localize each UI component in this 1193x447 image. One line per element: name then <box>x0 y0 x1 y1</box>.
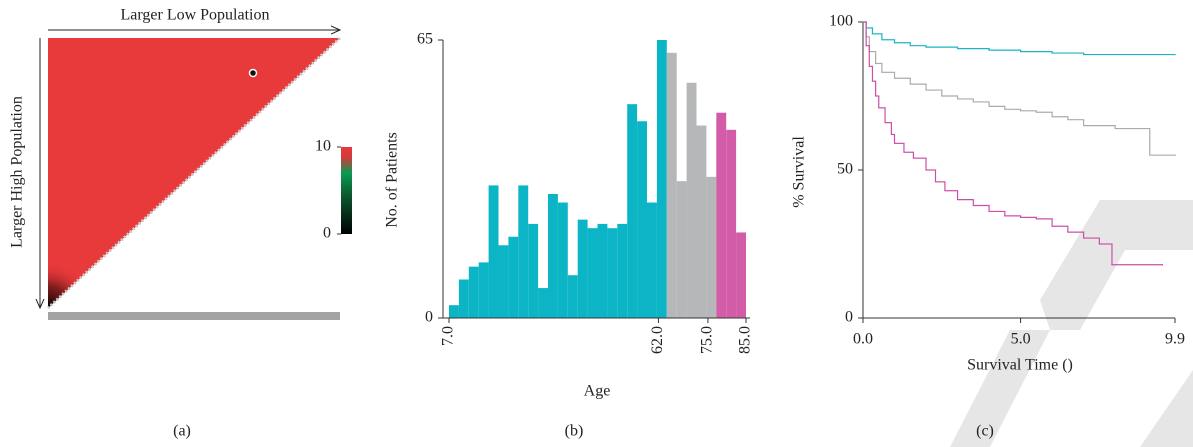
x-axis-label: Larger Low Population <box>120 7 269 24</box>
panel-a-layout <box>40 30 340 320</box>
bar <box>656 40 667 318</box>
bar <box>567 275 578 318</box>
bar <box>736 232 746 318</box>
colorbar-tick-label: 10 <box>315 138 331 155</box>
bar <box>607 228 618 318</box>
y-tick-label: 65 <box>417 31 433 48</box>
y-axis-label: Larger High Population <box>9 96 26 248</box>
y-axis-label: No. of Patients <box>384 132 401 228</box>
bar <box>637 121 647 318</box>
bar <box>468 266 479 318</box>
y-axis-label: % Survival <box>791 136 808 208</box>
bar <box>458 279 469 318</box>
colorbar <box>341 147 352 234</box>
bar <box>488 185 499 318</box>
bar <box>597 223 608 318</box>
x-tick-label: 9.9 <box>1165 331 1185 348</box>
bar <box>449 305 459 318</box>
bar <box>557 202 568 318</box>
bar <box>617 223 628 318</box>
bar <box>538 288 548 318</box>
bar <box>726 129 737 318</box>
bar <box>498 245 509 318</box>
bar <box>627 104 638 319</box>
x-tick-label: 62.0 <box>649 326 666 354</box>
watermark <box>950 200 1193 447</box>
x-axis-label: Age <box>584 383 611 400</box>
bar <box>518 185 529 318</box>
bar <box>706 176 717 318</box>
y-tick-label: 0 <box>845 309 853 326</box>
bar <box>676 181 687 318</box>
y-tick-label: 50 <box>837 161 853 178</box>
y-tick-label: 0 <box>425 309 433 326</box>
bar <box>716 112 727 318</box>
bar <box>577 219 588 318</box>
x-tick-label: 85.0 <box>737 326 754 354</box>
x-tick-label: 5.0 <box>1011 331 1031 348</box>
bar <box>508 236 519 318</box>
bar <box>587 228 598 318</box>
bar <box>696 125 707 319</box>
colorbar-tick-label: 0 <box>323 225 331 242</box>
bar <box>478 262 489 318</box>
x-tick-label: 0.0 <box>853 331 873 348</box>
bar <box>686 82 697 319</box>
x-tick-label: 7.0 <box>440 326 457 346</box>
bar <box>647 202 657 318</box>
caption: (b) <box>565 423 584 440</box>
x-axis-label: Survival Time () <box>967 357 1073 374</box>
bar <box>666 52 677 318</box>
x-tick-label: 75.0 <box>699 326 716 354</box>
y-tick-label: 100 <box>829 13 853 30</box>
heatmap-corner <box>48 38 340 308</box>
bar <box>528 223 539 318</box>
caption: (a) <box>173 423 191 440</box>
selected-point <box>248 68 258 78</box>
bar <box>548 193 558 318</box>
caption: (c) <box>976 423 994 440</box>
